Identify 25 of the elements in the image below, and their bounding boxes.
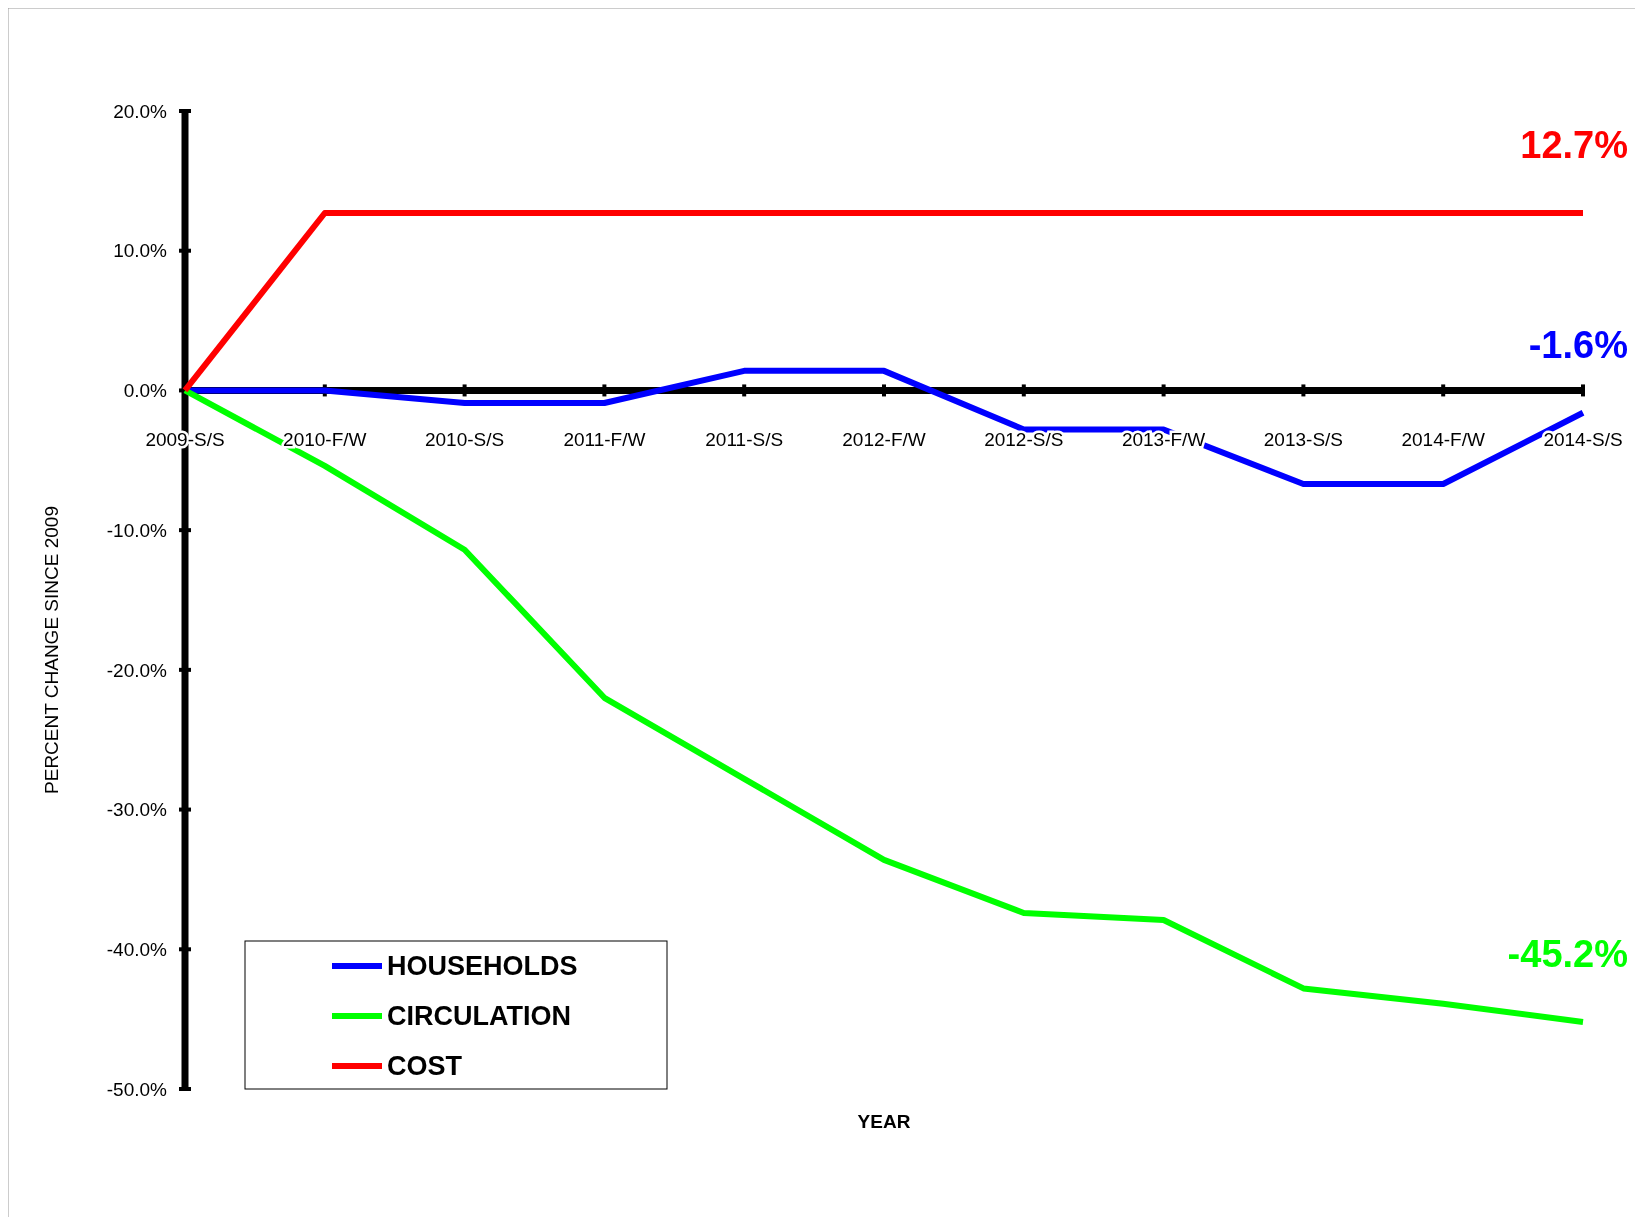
y-axis-title: PERCENT CHANGE SINCE 2009	[41, 506, 62, 794]
x-tick-label: 2013-S/S	[1263, 429, 1344, 451]
data-label: 12.7%	[1520, 123, 1628, 166]
y-tick-label: -30.0%	[106, 799, 168, 821]
x-tick-label: 2011-F/W	[563, 429, 646, 451]
data-label: -45.2%	[1507, 932, 1628, 975]
x-tick-label: 2010-S/S	[424, 429, 505, 451]
legend-label: CIRCULATION	[387, 1001, 571, 1032]
legend-label: HOUSEHOLDS	[387, 951, 578, 982]
y-tick-label: -10.0%	[106, 519, 168, 541]
x-tick-label: 2014-S/S	[1543, 429, 1623, 451]
x-tick-label: 2012-F/W	[842, 429, 926, 451]
y-tick-label: -50.0%	[106, 1078, 168, 1100]
x-tick-label: 2010-F/W	[283, 429, 367, 451]
y-tick-label: -20.0%	[106, 659, 168, 681]
x-axis-title: YEAR	[857, 1111, 911, 1132]
legend-label: COST	[387, 1051, 463, 1082]
x-tick-label: 2014-F/W	[1401, 429, 1485, 451]
data-label: -1.6%	[1528, 323, 1628, 366]
x-tick-label: 2012-S/S	[984, 429, 1064, 451]
x-tick-label: 2011-S/S	[705, 429, 784, 451]
y-tick-label: 20.0%	[113, 100, 168, 122]
y-tick-label: -40.0%	[106, 938, 168, 960]
y-tick-label: 10.0%	[113, 240, 168, 262]
y-tick-label: 0.0%	[123, 380, 168, 402]
